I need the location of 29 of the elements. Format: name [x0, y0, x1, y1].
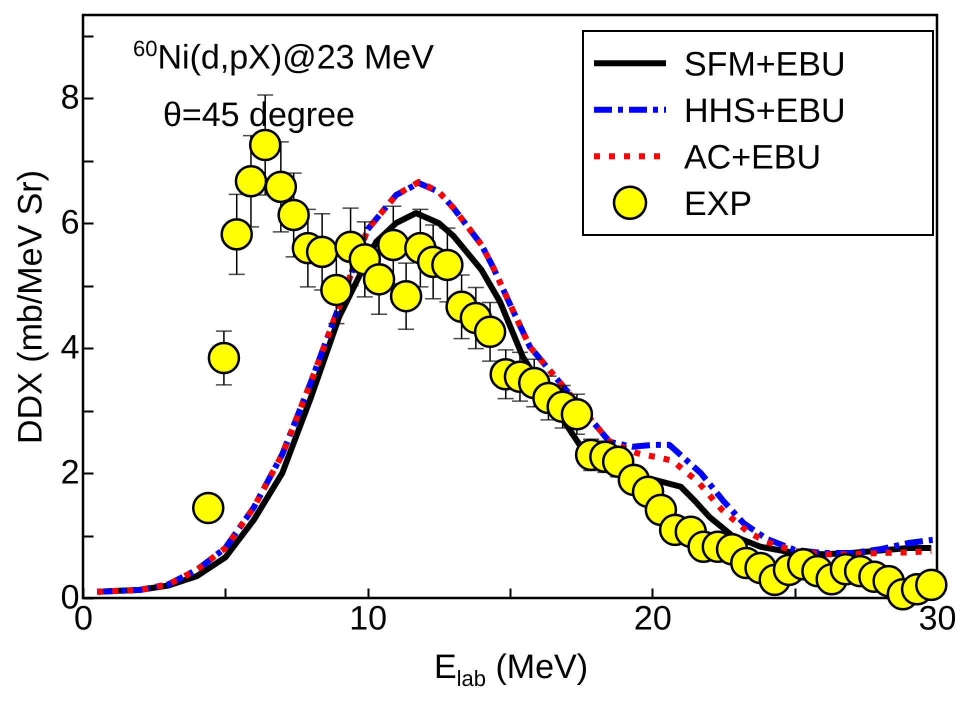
point — [220, 218, 253, 251]
point — [431, 248, 464, 282]
legend-label: HHS+EBU — [684, 92, 846, 130]
y-axis-title: DDX (mb/MeV Sr) — [12, 170, 50, 444]
x-tick-label: 20 — [634, 600, 672, 638]
point — [390, 280, 422, 312]
point — [377, 228, 410, 262]
point — [560, 398, 594, 431]
x-tick-label: 30 — [918, 600, 956, 638]
point — [264, 170, 298, 204]
point — [208, 342, 240, 374]
point — [306, 236, 338, 268]
y-tick-label: 8 — [60, 78, 80, 117]
point — [234, 164, 268, 198]
point — [362, 263, 396, 296]
point — [320, 274, 353, 306]
legend-label: AC+EBU — [684, 138, 821, 176]
y-tick-label: 2 — [60, 454, 80, 492]
legend-label: SFM+EBU — [684, 45, 846, 84]
legend-label: EXP — [684, 184, 752, 223]
point — [192, 492, 225, 524]
point — [277, 198, 310, 232]
point — [474, 316, 506, 348]
annotation: $^{60}$Ni(d,pX)@23 MeV — [133, 36, 434, 76]
x-tick-label: 10 — [349, 600, 388, 638]
y-tick-label: 4 — [60, 328, 80, 367]
point — [915, 568, 948, 602]
x-axis-title: E$_{lab}$ (MeV) — [432, 648, 590, 691]
y-tick-label: 6 — [60, 204, 80, 242]
